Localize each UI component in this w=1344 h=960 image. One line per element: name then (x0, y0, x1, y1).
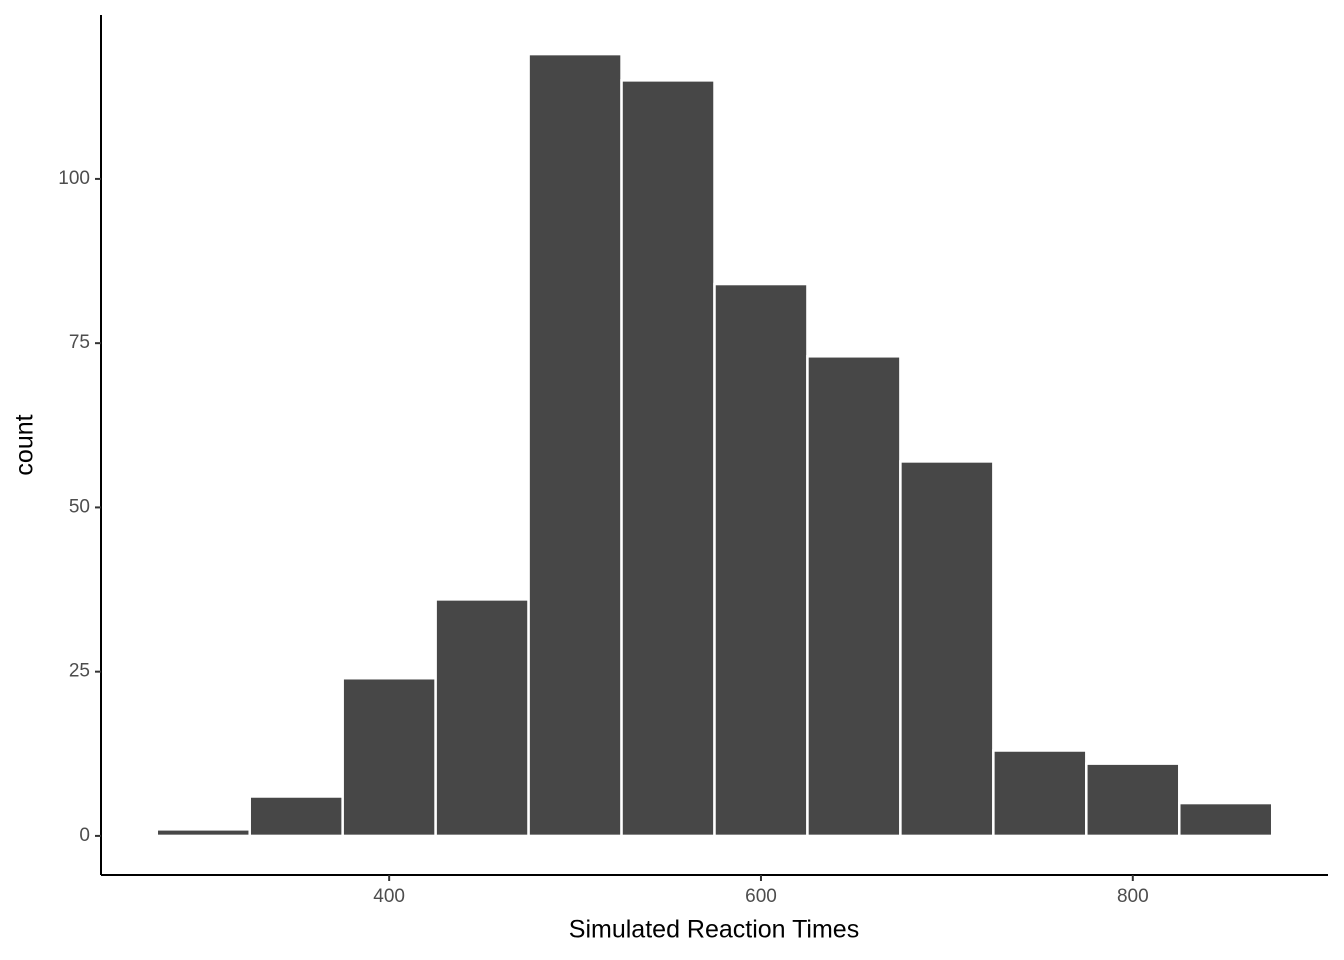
bar (992, 749, 1088, 838)
x-axis-title: Simulated Reaction Times (569, 916, 859, 944)
x-tick-label: 400 (373, 886, 405, 907)
x-tick-label: 600 (745, 886, 777, 907)
bar (341, 676, 437, 838)
bar (806, 355, 902, 838)
bar (713, 282, 809, 838)
bar (434, 598, 530, 838)
y-tick-label: 25 (69, 661, 90, 682)
bar (620, 79, 716, 838)
bar (527, 52, 623, 838)
x-tick-label: 800 (1117, 886, 1149, 907)
y-tick-label: 0 (79, 825, 90, 846)
bar (155, 828, 251, 838)
y-tick-label: 50 (69, 496, 90, 517)
bar (1178, 801, 1274, 838)
y-tick-label: 100 (58, 168, 90, 189)
bar (248, 795, 344, 838)
bar (899, 460, 995, 838)
y-axis-title: count (11, 414, 39, 475)
y-tick-label: 75 (69, 332, 90, 353)
bar (1085, 762, 1181, 838)
